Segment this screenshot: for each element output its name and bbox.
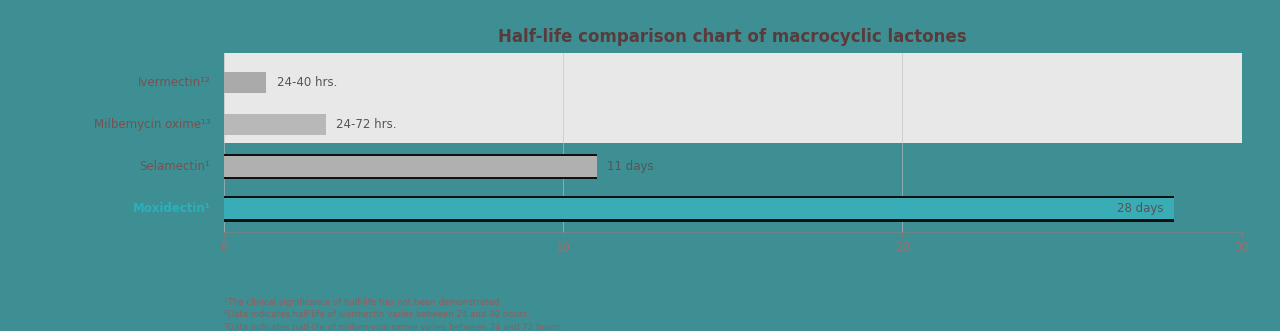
Text: Milbemycin oxime¹³: Milbemycin oxime¹³ [93, 118, 210, 131]
Bar [224, 198, 1174, 219]
Bar [224, 72, 266, 93]
Text: 11 days: 11 days [607, 160, 654, 173]
Bar [224, 196, 1174, 222]
FancyBboxPatch shape [224, 47, 1242, 143]
Bar [224, 156, 596, 177]
Bar [224, 114, 325, 135]
Text: Selamectin¹: Selamectin¹ [140, 160, 210, 173]
Text: 24-40 hrs.: 24-40 hrs. [276, 76, 337, 89]
Text: Moxidectin¹: Moxidectin¹ [133, 202, 210, 215]
Title: Half-life comparison chart of macrocyclic lactones: Half-life comparison chart of macrocycli… [498, 28, 968, 46]
Bar [224, 154, 596, 179]
Text: 24-72 hrs.: 24-72 hrs. [335, 118, 397, 131]
Text: Ivermectin¹²: Ivermectin¹² [138, 76, 210, 89]
Text: ¹The clinical significance of half-life has not been demonstrated.
²Data indicat: ¹The clinical significance of half-life … [224, 298, 563, 331]
Text: 28 days: 28 days [1117, 202, 1164, 215]
